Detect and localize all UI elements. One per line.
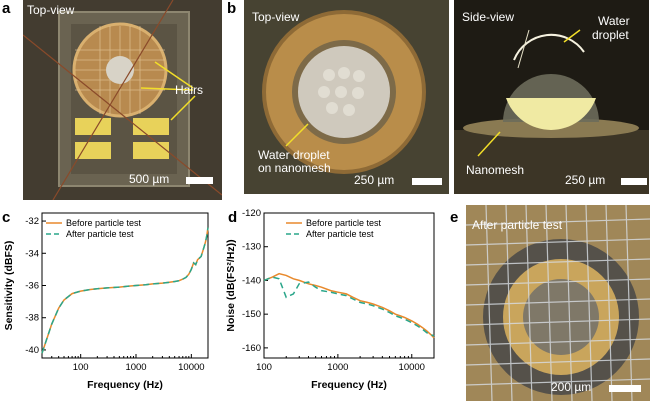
y-tick-label: -120 [242, 208, 261, 219]
panel-e-title: After particle test [472, 218, 563, 232]
sensitivity-chart: 100 1000 10000 -32 -34 -36 -38 -40 Frequency (Hz… [3, 212, 209, 391]
panel-b-right-scale-bar [621, 178, 647, 185]
water-droplet-line2: droplet [592, 28, 629, 42]
nanomesh-label: Nanomesh [466, 163, 525, 177]
y-tick-label: -130 [242, 242, 261, 253]
series-line-before [41, 227, 209, 354]
droplet-on-nanomesh-illustration [244, 0, 449, 194]
series-line-after [41, 227, 209, 354]
y-tick-label: -150 [242, 309, 261, 320]
panel-label-e: e [450, 209, 459, 226]
hairs-label: Hairs [175, 83, 204, 97]
y-tick-label: -140 [242, 275, 261, 286]
x-axis-label: Frequency (Hz) [311, 379, 387, 391]
panel-b-side-photo: Side-view Water droplet Nanomesh 250 µm [454, 0, 649, 194]
legend-entry: After particle test [306, 229, 374, 239]
x-tick-label: 100 [256, 362, 272, 373]
y-tick-label: -34 [25, 248, 39, 259]
panel-e-scale-bar [609, 385, 641, 392]
y-tick-label: -160 [242, 343, 261, 354]
nanomesh-after-test-illustration [466, 205, 650, 401]
series-line-after [263, 276, 435, 337]
water-droplet-line1: Water [598, 14, 630, 28]
panel-e-photo: After particle test 200 µm [466, 205, 650, 401]
panel-b-left-scale-text: 250 µm [354, 173, 395, 187]
x-tick-label: 100 [73, 362, 89, 373]
legend-entry: After particle test [66, 229, 134, 239]
panel-b-right-scale-text: 250 µm [565, 173, 606, 187]
x-tick-label: 10000 [178, 362, 204, 373]
panel-a-scale-bar [186, 177, 213, 184]
y-tick-label: -40 [25, 345, 39, 356]
panel-e-scale-text: 200 µm [551, 380, 592, 394]
x-tick-label: 1000 [125, 362, 146, 373]
x-tick-label: 1000 [327, 362, 348, 373]
x-tick-label: 10000 [399, 362, 425, 373]
legend-entry: Before particle test [66, 218, 142, 228]
y-tick-label: -36 [25, 281, 39, 292]
legend-entry: Before particle test [306, 218, 382, 228]
panel-label-b: b [227, 0, 237, 17]
plot-frame [263, 212, 435, 359]
water-on-nanomesh-line1: Water droplet [258, 148, 330, 162]
panel-label-d: d [228, 209, 238, 226]
y-tick-label: -32 [25, 216, 39, 227]
y-tick-label: -38 [25, 313, 39, 324]
water-on-nanomesh-line2: on nanomesh [258, 161, 331, 175]
panel-a-view-label: Top-view [27, 3, 75, 17]
x-axis-label: Frequency (Hz) [87, 379, 163, 391]
panel-label-c: c [2, 209, 11, 226]
noise-chart: 100 1000 10000 -120 -130 -140 -150 -160 Frequenc… [225, 208, 435, 391]
y-axis-label: Sensitivity (dBFS) [3, 241, 15, 331]
panel-b-side-view-label: Side-view [462, 10, 515, 24]
panel-label-a: a [2, 0, 11, 17]
panel-a-photo: Top-view Hairs 500 µm [23, 0, 222, 200]
panel-b-top-photo: Top-view Water droplet on nanomesh 250 µ… [244, 0, 449, 194]
y-axis-label: Noise (dB(FS²/Hz)) [225, 239, 237, 331]
panel-a-scale-text: 500 µm [129, 172, 170, 186]
side-view-droplet-illustration [454, 0, 649, 194]
panel-b-top-view-label: Top-view [252, 10, 300, 24]
series-line-before [263, 272, 435, 339]
panel-b-left-scale-bar [412, 178, 442, 185]
chip-illustration [23, 0, 222, 200]
